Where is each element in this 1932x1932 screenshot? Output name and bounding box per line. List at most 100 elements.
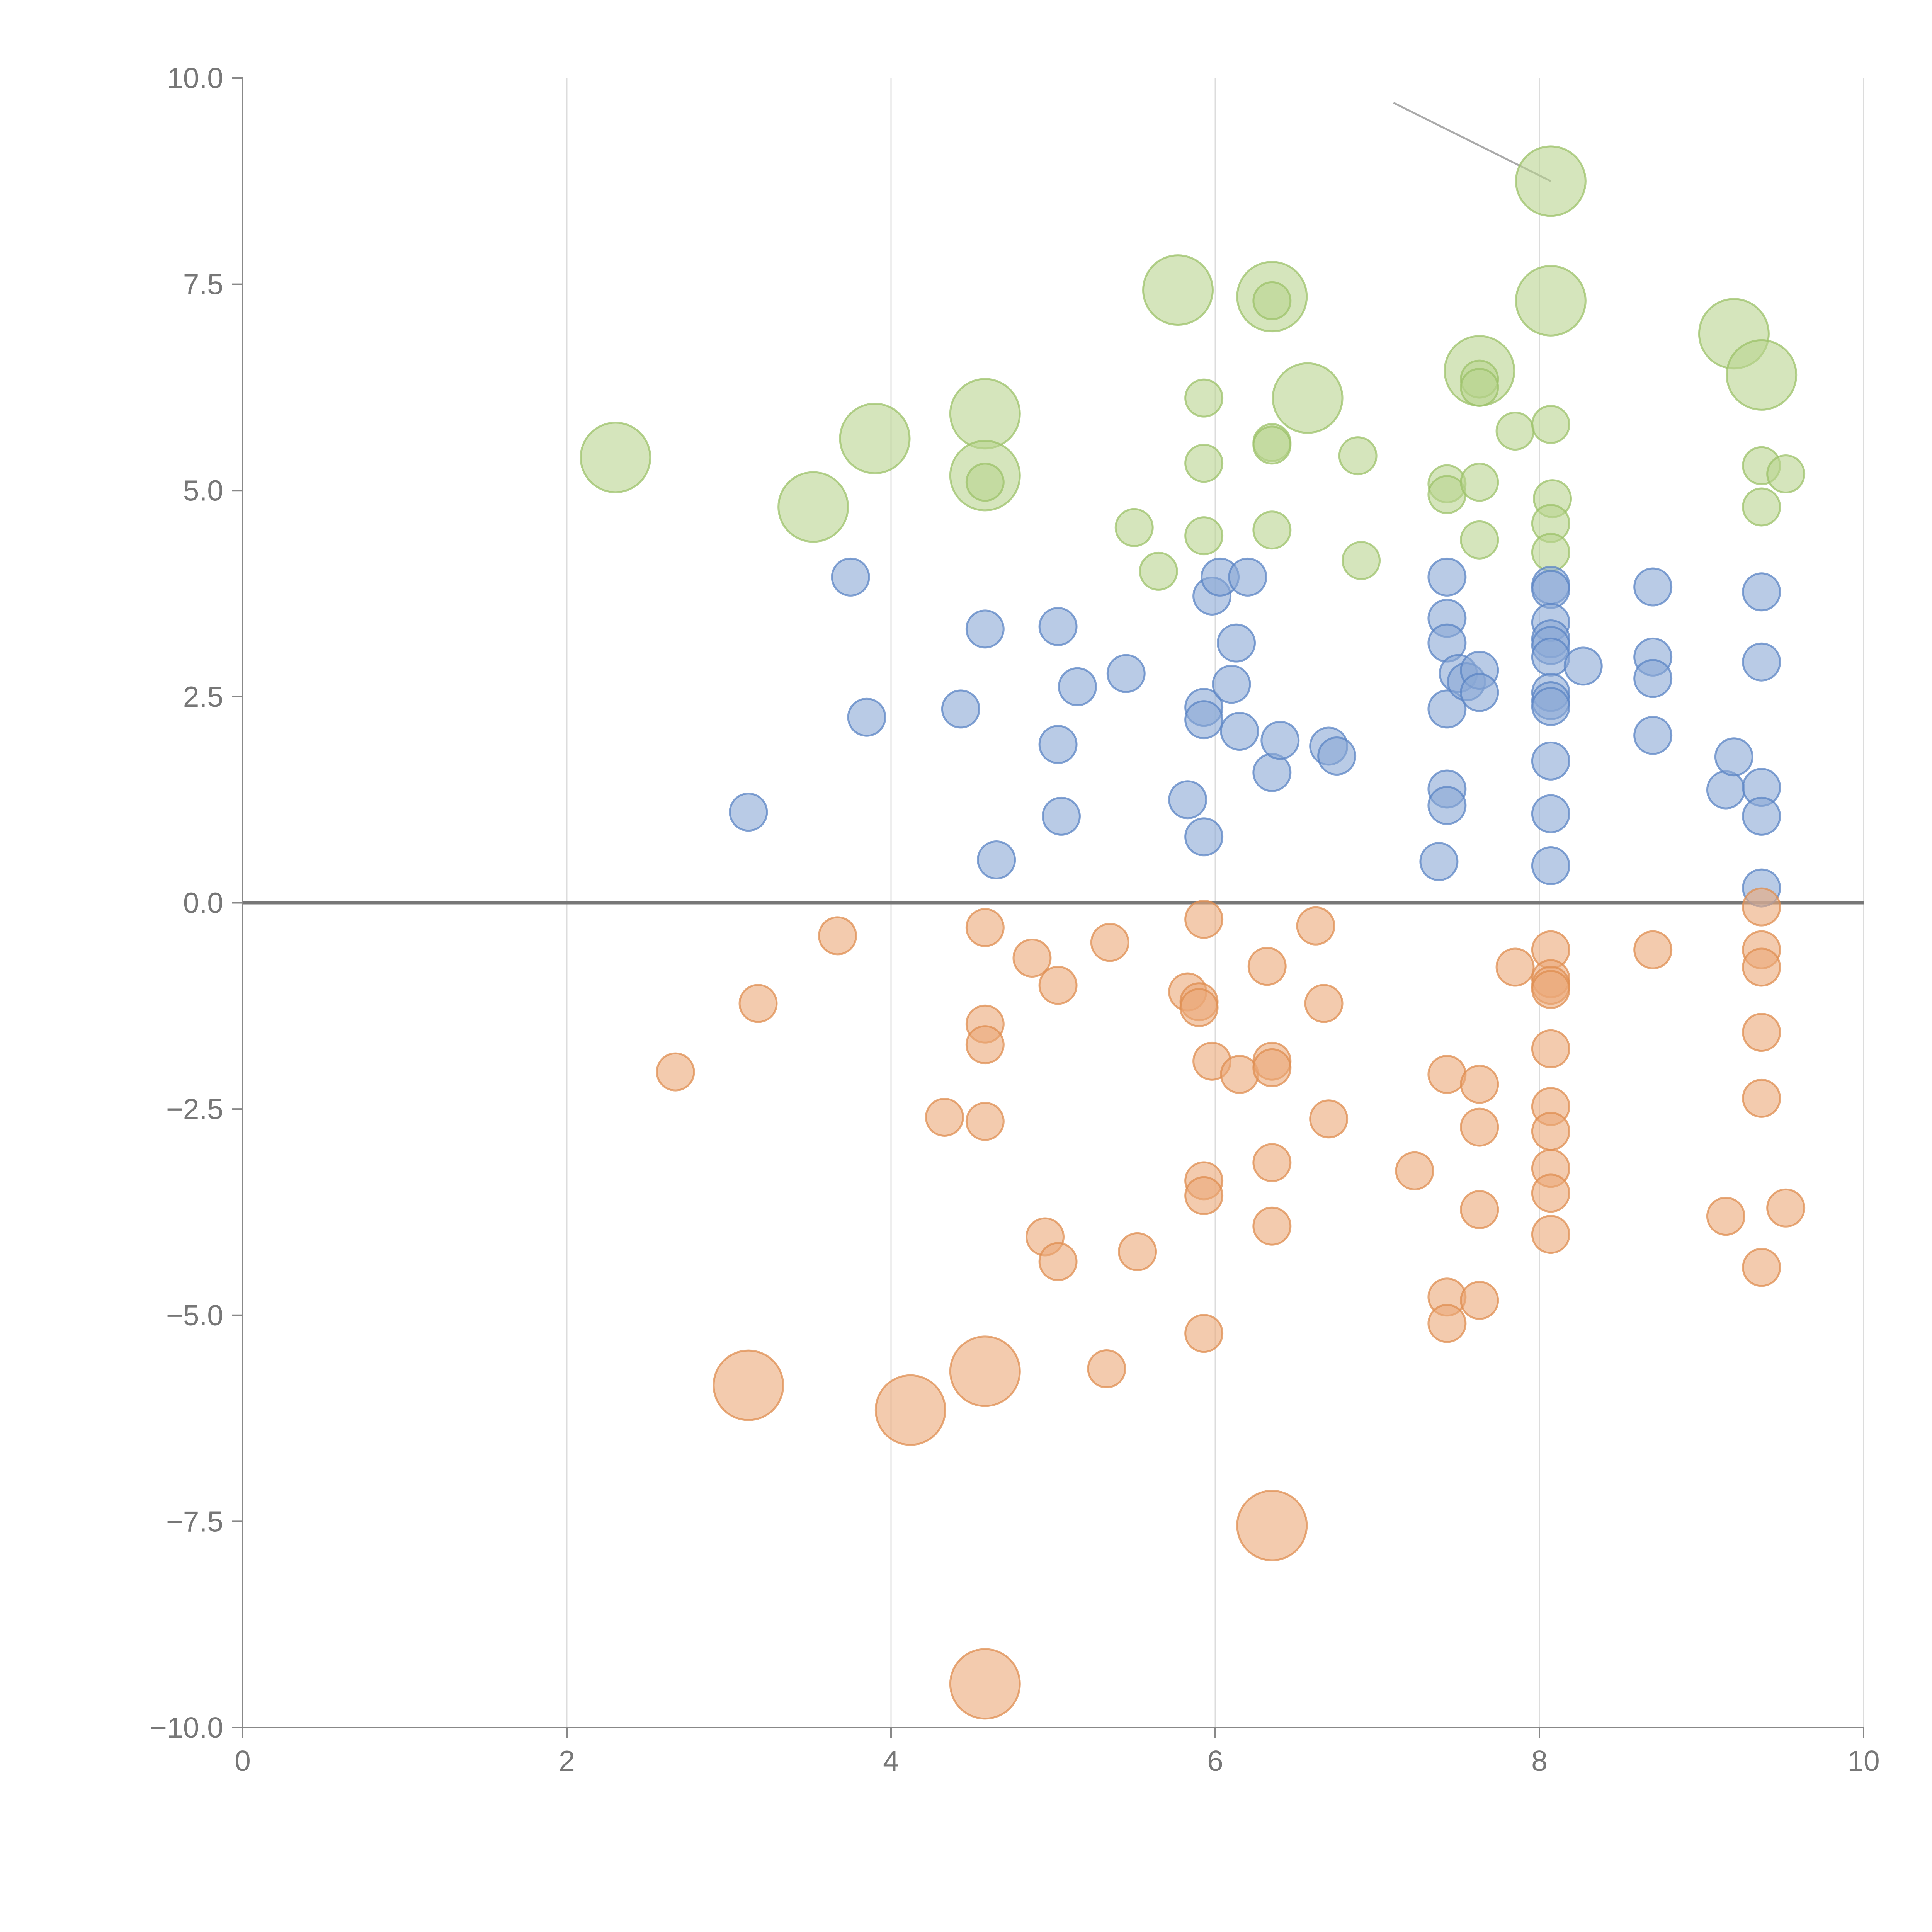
blue-bubble: [1041, 796, 1081, 836]
green-bubble: [1531, 532, 1570, 572]
blue-bubble: [1038, 607, 1078, 646]
blue-bubble: [1706, 770, 1745, 810]
y-tick-label: 5.0: [183, 474, 223, 507]
blue-bubble: [941, 689, 980, 729]
y-tick-label: 0.0: [183, 887, 223, 919]
orange-bubble: [1742, 887, 1781, 927]
orange-bubble: [1247, 947, 1287, 986]
green-bubble: [1742, 487, 1781, 527]
blue-bubble: [1220, 712, 1259, 751]
blue-bubble: [1427, 689, 1467, 729]
orange-bubble: [713, 1349, 784, 1421]
blue-bubble: [1317, 736, 1357, 776]
orange-bubble: [925, 1097, 964, 1137]
x-tick-label: 2: [559, 1745, 575, 1777]
blue-bubble: [977, 840, 1016, 880]
blue-bubble: [965, 609, 1005, 649]
green-bubble: [1460, 520, 1499, 560]
orange-bubble: [949, 1648, 1021, 1720]
green-bubble: [1272, 362, 1344, 434]
blue-bubble: [1228, 557, 1267, 597]
x-tick-label: 0: [235, 1745, 251, 1777]
orange-bubble: [1460, 1190, 1499, 1230]
blue-bubble: [1058, 667, 1097, 706]
green-bubble: [1531, 405, 1570, 444]
orange-bubble: [818, 916, 857, 956]
orange-bubble: [656, 1052, 695, 1092]
orange-bubble: [965, 908, 1005, 947]
green-bubble: [1495, 412, 1535, 451]
blue-bubble: [1742, 796, 1781, 836]
blue-bubble: [1633, 716, 1673, 755]
orange-bubble: [1252, 1143, 1292, 1182]
blue-bubble: [1252, 753, 1292, 792]
blue-bubble: [1742, 572, 1781, 612]
blue-bubble: [1427, 557, 1467, 597]
green-bubble: [1114, 508, 1154, 547]
orange-bubble: [1236, 1490, 1308, 1561]
y-tick-label: 2.5: [183, 680, 223, 713]
orange-bubble: [1118, 1232, 1157, 1271]
blue-bubble: [1038, 725, 1078, 764]
blue-bubble: [1106, 654, 1146, 693]
orange-bubble: [1495, 947, 1535, 987]
orange-bubble: [1742, 947, 1781, 987]
orange-bubble: [1184, 900, 1224, 939]
green-bubble: [1766, 454, 1806, 494]
orange-bubble: [1395, 1151, 1434, 1190]
orange-bubble: [1184, 1176, 1224, 1215]
orange-bubble: [1460, 1107, 1499, 1147]
blue-bubble: [1531, 846, 1570, 885]
orange-bubble: [1038, 966, 1078, 1005]
green-bubble: [580, 422, 651, 493]
orange-bubble: [1706, 1197, 1745, 1236]
data-points: [580, 145, 1806, 1720]
y-tick-label: −5.0: [166, 1299, 223, 1332]
blue-bubble: [1427, 786, 1467, 825]
orange-bubble: [1309, 1099, 1349, 1139]
orange-bubble: [1531, 1215, 1570, 1254]
blue-bubble: [1531, 741, 1570, 781]
green-bubble: [1252, 281, 1292, 320]
blue-bubble: [1531, 687, 1570, 726]
orange-bubble: [1252, 1206, 1292, 1246]
y-tick-label: 7.5: [183, 268, 223, 301]
orange-bubble: [1460, 1065, 1499, 1104]
green-bubble: [1338, 436, 1378, 476]
green-bubble: [965, 463, 1005, 502]
green-bubble: [777, 471, 849, 543]
orange-bubble: [1531, 1173, 1570, 1213]
orange-bubble: [1296, 906, 1335, 946]
blue-bubble: [831, 557, 870, 597]
blue-bubble: [1531, 637, 1570, 677]
green-bubble: [1142, 254, 1214, 326]
y-tick-label: 10.0: [167, 62, 223, 94]
x-tick-label: 6: [1207, 1745, 1223, 1777]
orange-bubble: [965, 1102, 1005, 1141]
green-bubble: [1726, 339, 1798, 411]
orange-bubble: [738, 984, 778, 1023]
blue-bubble: [847, 697, 886, 737]
orange-bubble: [1742, 1248, 1781, 1287]
orange-bubble: [1427, 1304, 1467, 1343]
orange-bubble: [1766, 1188, 1806, 1228]
green-bubble: [1460, 463, 1499, 502]
orange-bubble: [1252, 1048, 1292, 1087]
orange-bubble: [1087, 1349, 1126, 1388]
green-bubble: [1252, 510, 1292, 550]
blue-bubble: [1212, 665, 1251, 704]
blue-bubble: [1184, 817, 1224, 857]
blue-bubble: [1217, 623, 1256, 663]
green-bubble: [949, 378, 1021, 450]
x-tick-label: 4: [883, 1745, 899, 1777]
green-bubble: [1252, 425, 1292, 465]
green-bubble: [1184, 444, 1224, 483]
orange-bubble: [1179, 988, 1219, 1027]
blue-bubble: [1531, 794, 1570, 833]
blue-bubble: [729, 793, 768, 832]
orange-bubble: [1090, 923, 1129, 962]
blue-bubble: [1460, 673, 1499, 712]
blue-bubble: [1742, 642, 1781, 682]
